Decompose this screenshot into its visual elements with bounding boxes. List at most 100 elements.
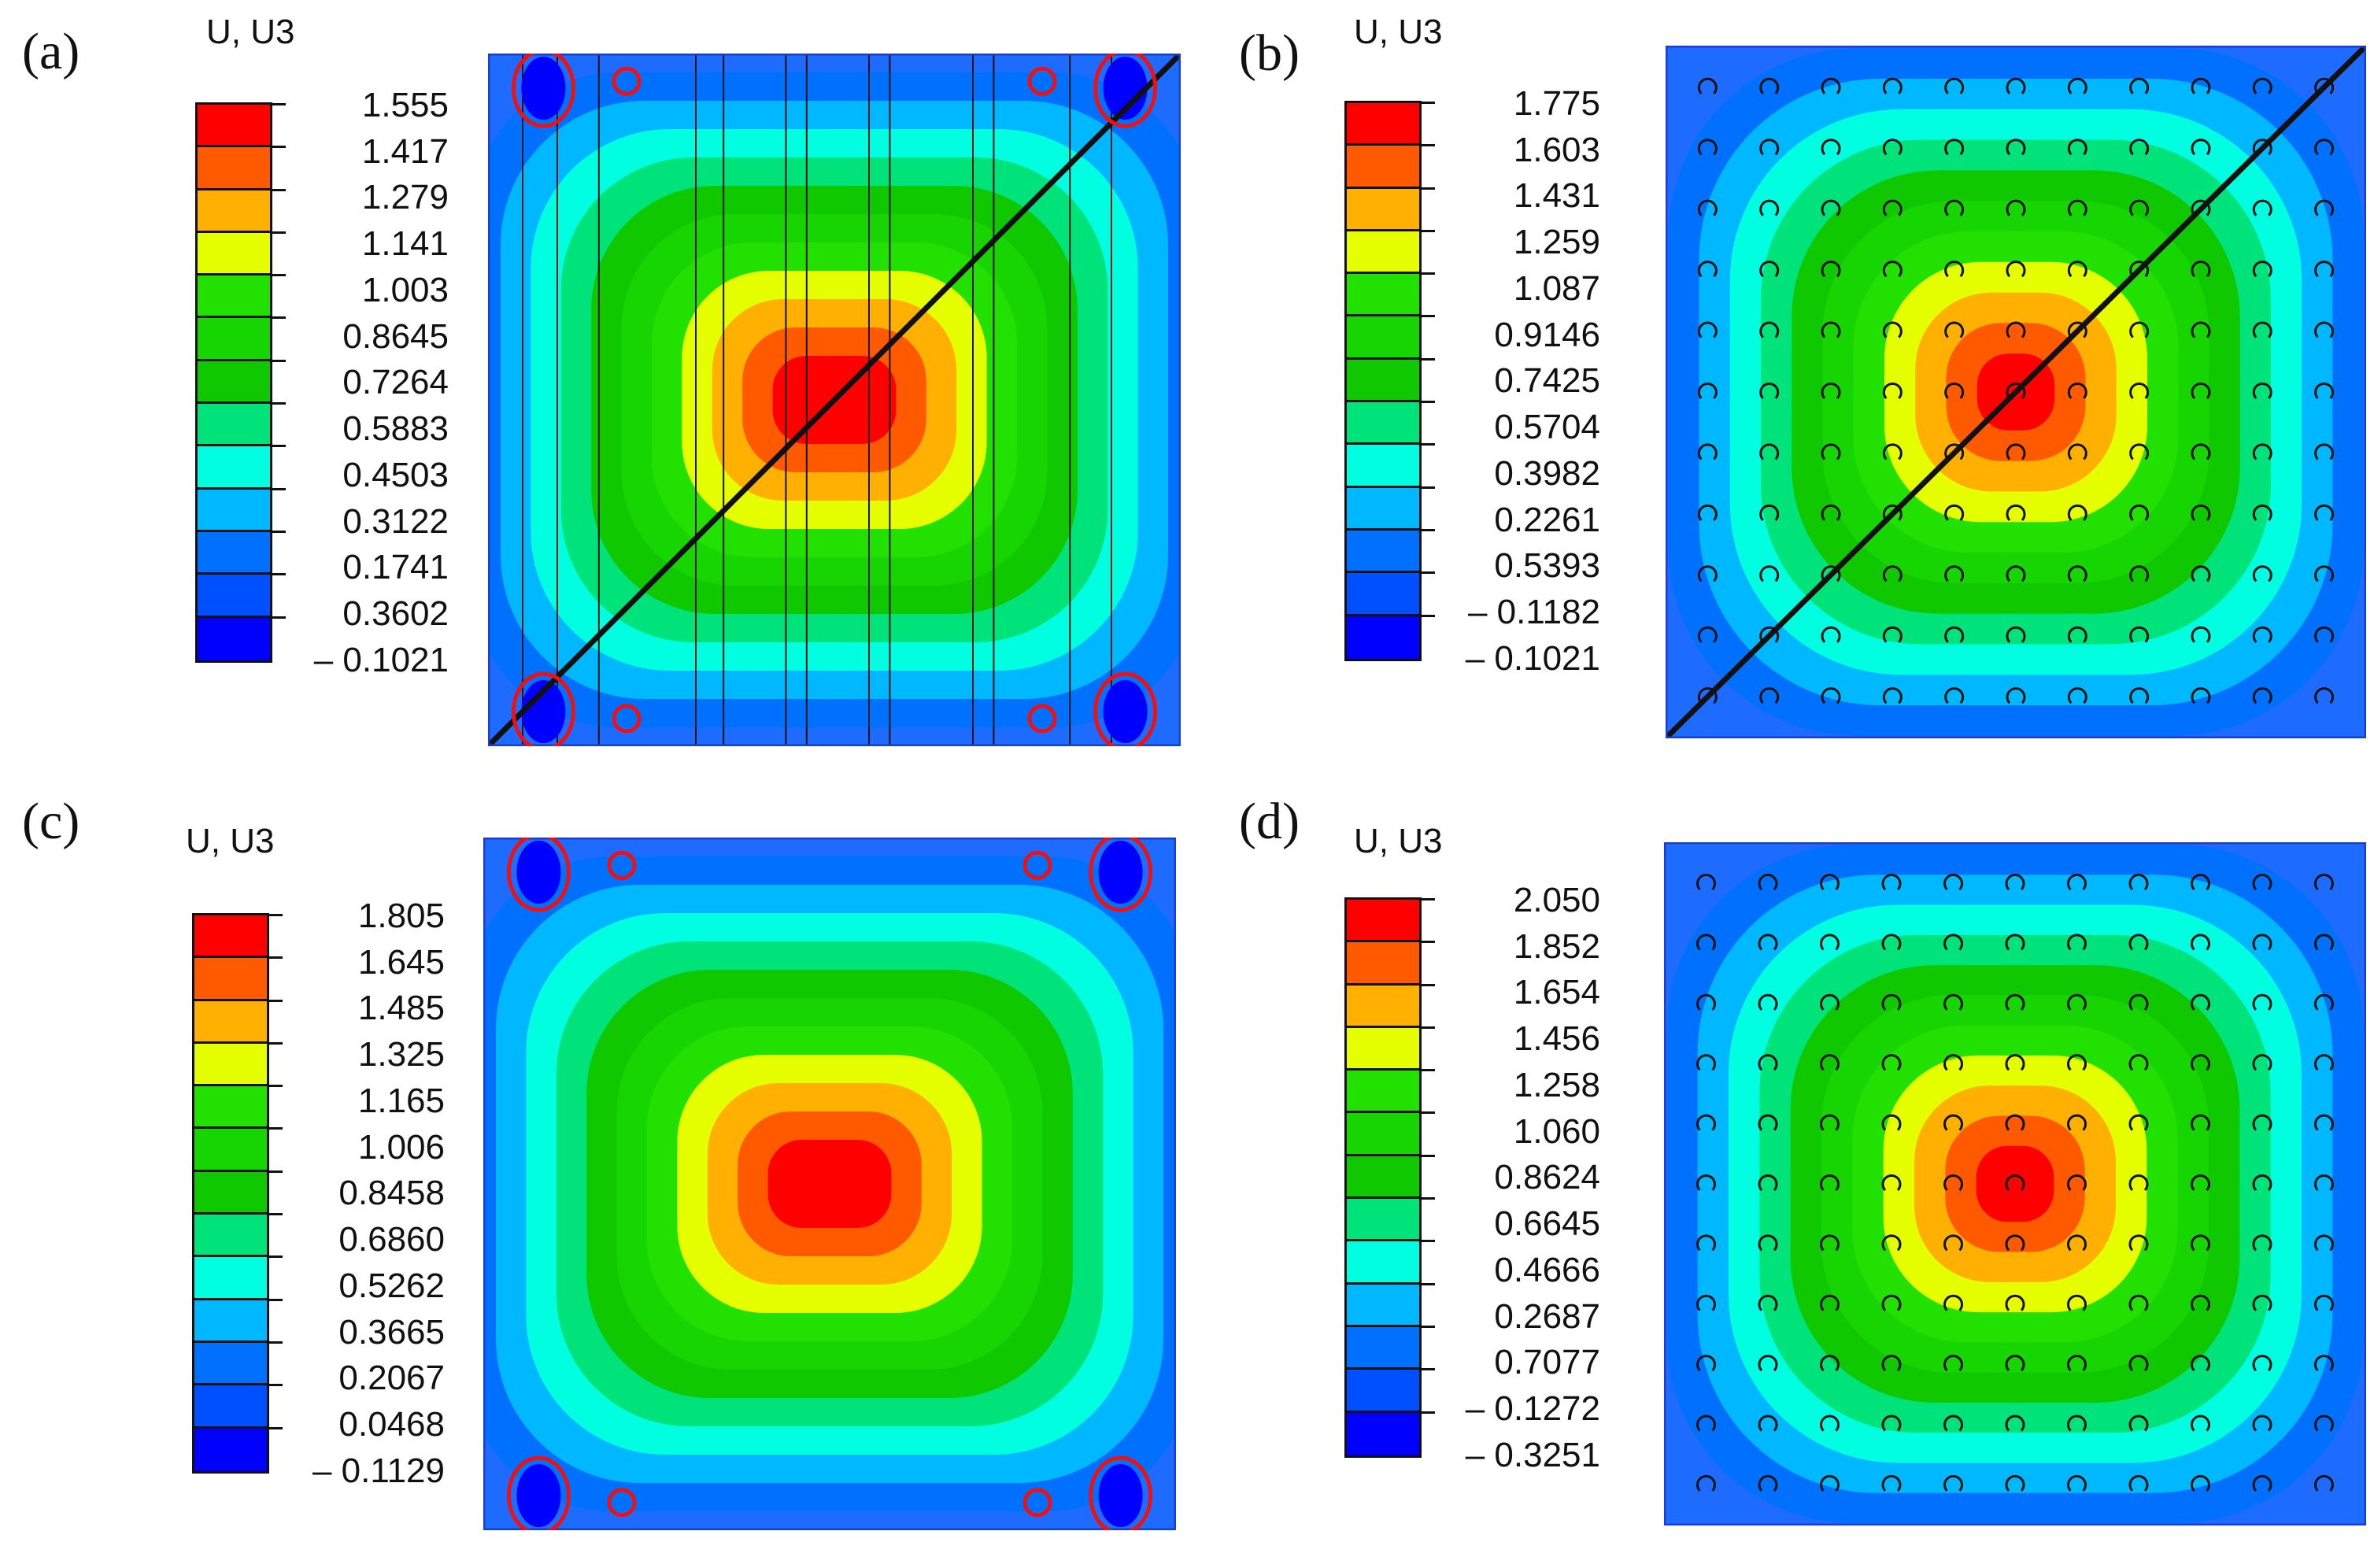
panel-c: (c) U, U3 1.805 1.645 1.485 1.325 1.165 1.006… <box>0 784 1187 1568</box>
legend-swatch <box>1347 102 1435 146</box>
legend-value: – 0.1021 <box>313 640 449 679</box>
legend-value: 0.5883 <box>342 409 449 449</box>
legend-swatch <box>198 146 286 190</box>
legend-swatch <box>1347 1154 1435 1200</box>
legend-value: – 0.1182 <box>1467 593 1600 632</box>
panel-d: (d) U, U3 2.050 1.852 1.654 1.456 1.258 1.060… <box>1187 784 2374 1568</box>
legend-value: 0.2067 <box>338 1359 445 1398</box>
legend-swatch <box>1347 1111 1435 1156</box>
displacement-contour-plot <box>483 838 1176 1530</box>
legend-swatch <box>1347 315 1435 360</box>
singularity-marker <box>1027 704 1057 734</box>
legend-swatch <box>1347 983 1435 1028</box>
legend-value: 1.087 <box>1513 268 1600 308</box>
legend-value: – 0.3251 <box>1465 1435 1600 1474</box>
legend-values: 1.775 1.603 1.431 1.259 1.087 0.9146 0.7425 0.5… <box>1423 87 1600 676</box>
legend-value: 1.165 <box>357 1081 445 1120</box>
legend-value: 0.8645 <box>342 316 449 356</box>
contour-band <box>1976 1145 2054 1222</box>
legend-swatch <box>194 1127 283 1172</box>
legend-value: 1.325 <box>357 1035 445 1074</box>
legend-swatch <box>1347 486 1435 531</box>
legend-value: 0.7077 <box>1494 1343 1600 1382</box>
legend-value: 1.003 <box>361 270 449 309</box>
corner-blob <box>521 680 566 743</box>
legend-swatch <box>1347 1325 1435 1370</box>
corner-blob <box>516 1464 561 1527</box>
legend-value: 1.805 <box>357 897 445 935</box>
legend-swatch <box>194 1085 283 1130</box>
diagonal-section-line <box>488 54 1181 746</box>
legend-value: 0.2687 <box>1494 1296 1600 1336</box>
legend-title: U, U3 <box>206 13 295 51</box>
legend-values: 1.805 1.645 1.485 1.325 1.165 1.006 0.8458 0.68… <box>275 897 445 1488</box>
singularity-marker <box>506 1455 571 1530</box>
legend-swatch <box>194 1213 283 1258</box>
legend-value: 1.852 <box>1513 926 1600 966</box>
legend-value: 0.0468 <box>338 1405 445 1444</box>
legend-swatch <box>198 573 286 618</box>
legend-title: U, U3 <box>186 822 275 860</box>
legend-swatch <box>1347 357 1435 403</box>
panel-label: (d) <box>1239 793 1300 850</box>
legend-swatch <box>198 316 286 361</box>
legend-value: 0.4503 <box>342 455 449 494</box>
corner-blob <box>1098 841 1143 904</box>
legend-value: 0.5393 <box>1494 546 1600 586</box>
legend-title: U, U3 <box>1354 13 1443 51</box>
legend-swatch <box>198 188 286 233</box>
singularity-marker <box>1093 54 1158 128</box>
legend-swatch <box>1347 941 1435 986</box>
legend-value: 1.279 <box>361 178 449 217</box>
singularity-marker <box>612 66 642 96</box>
displacement-contour-plot <box>488 54 1181 746</box>
singularity-marker <box>607 1488 637 1518</box>
singularity-marker <box>1022 1488 1052 1518</box>
legend-value: 1.259 <box>1513 223 1600 262</box>
legend-swatch <box>194 1256 283 1300</box>
legend-value: 1.431 <box>1513 176 1600 216</box>
singularity-marker <box>1089 838 1153 912</box>
legend-value: 0.5262 <box>338 1266 445 1305</box>
legend-value: 0.6645 <box>1494 1204 1600 1244</box>
singularity-marker <box>506 838 571 912</box>
legend-swatch <box>194 1298 283 1343</box>
legend-value: 0.3602 <box>342 594 449 634</box>
legend-swatch <box>194 956 283 1001</box>
legend-value: 0.3665 <box>338 1312 445 1352</box>
panel-label: (b) <box>1239 24 1300 82</box>
legend-value: 0.8458 <box>338 1174 445 1213</box>
legend-value: 0.9146 <box>1494 315 1600 354</box>
legend-swatch <box>198 402 286 447</box>
singularity-marker <box>1093 671 1158 746</box>
legend-swatch <box>194 1426 283 1471</box>
contour-band <box>767 1140 892 1228</box>
legend-value: 0.8624 <box>1494 1158 1600 1197</box>
legend-value: 1.141 <box>361 224 449 264</box>
singularity-marker <box>612 704 642 734</box>
legend-swatch <box>1347 272 1435 317</box>
legend-swatch <box>1347 1197 1435 1242</box>
corner-blob <box>521 57 566 120</box>
legend-swatch <box>1347 898 1435 943</box>
singularity-marker <box>511 54 575 128</box>
corner-blob <box>1103 680 1148 743</box>
legend-swatch <box>198 616 286 660</box>
displacement-contour-plot <box>1666 46 2366 738</box>
legend-value: 0.2261 <box>1494 500 1600 539</box>
singularity-marker <box>1022 850 1052 880</box>
legend-swatch <box>194 1041 283 1087</box>
legend-swatch <box>194 1341 283 1386</box>
legend-value: 0.6860 <box>338 1220 445 1259</box>
legend-swatch <box>198 530 286 575</box>
legend-value: 0.3122 <box>342 501 449 541</box>
corner-blob <box>1103 57 1148 120</box>
legend-swatch <box>198 487 286 532</box>
legend-swatch <box>198 231 286 276</box>
legend-swatch <box>198 445 286 490</box>
legend-swatch <box>1347 1026 1435 1071</box>
legend-value: 0.4666 <box>1494 1250 1600 1289</box>
legend-value: 1.645 <box>357 942 445 982</box>
corner-blob <box>516 841 561 904</box>
legend-swatch <box>198 359 286 405</box>
